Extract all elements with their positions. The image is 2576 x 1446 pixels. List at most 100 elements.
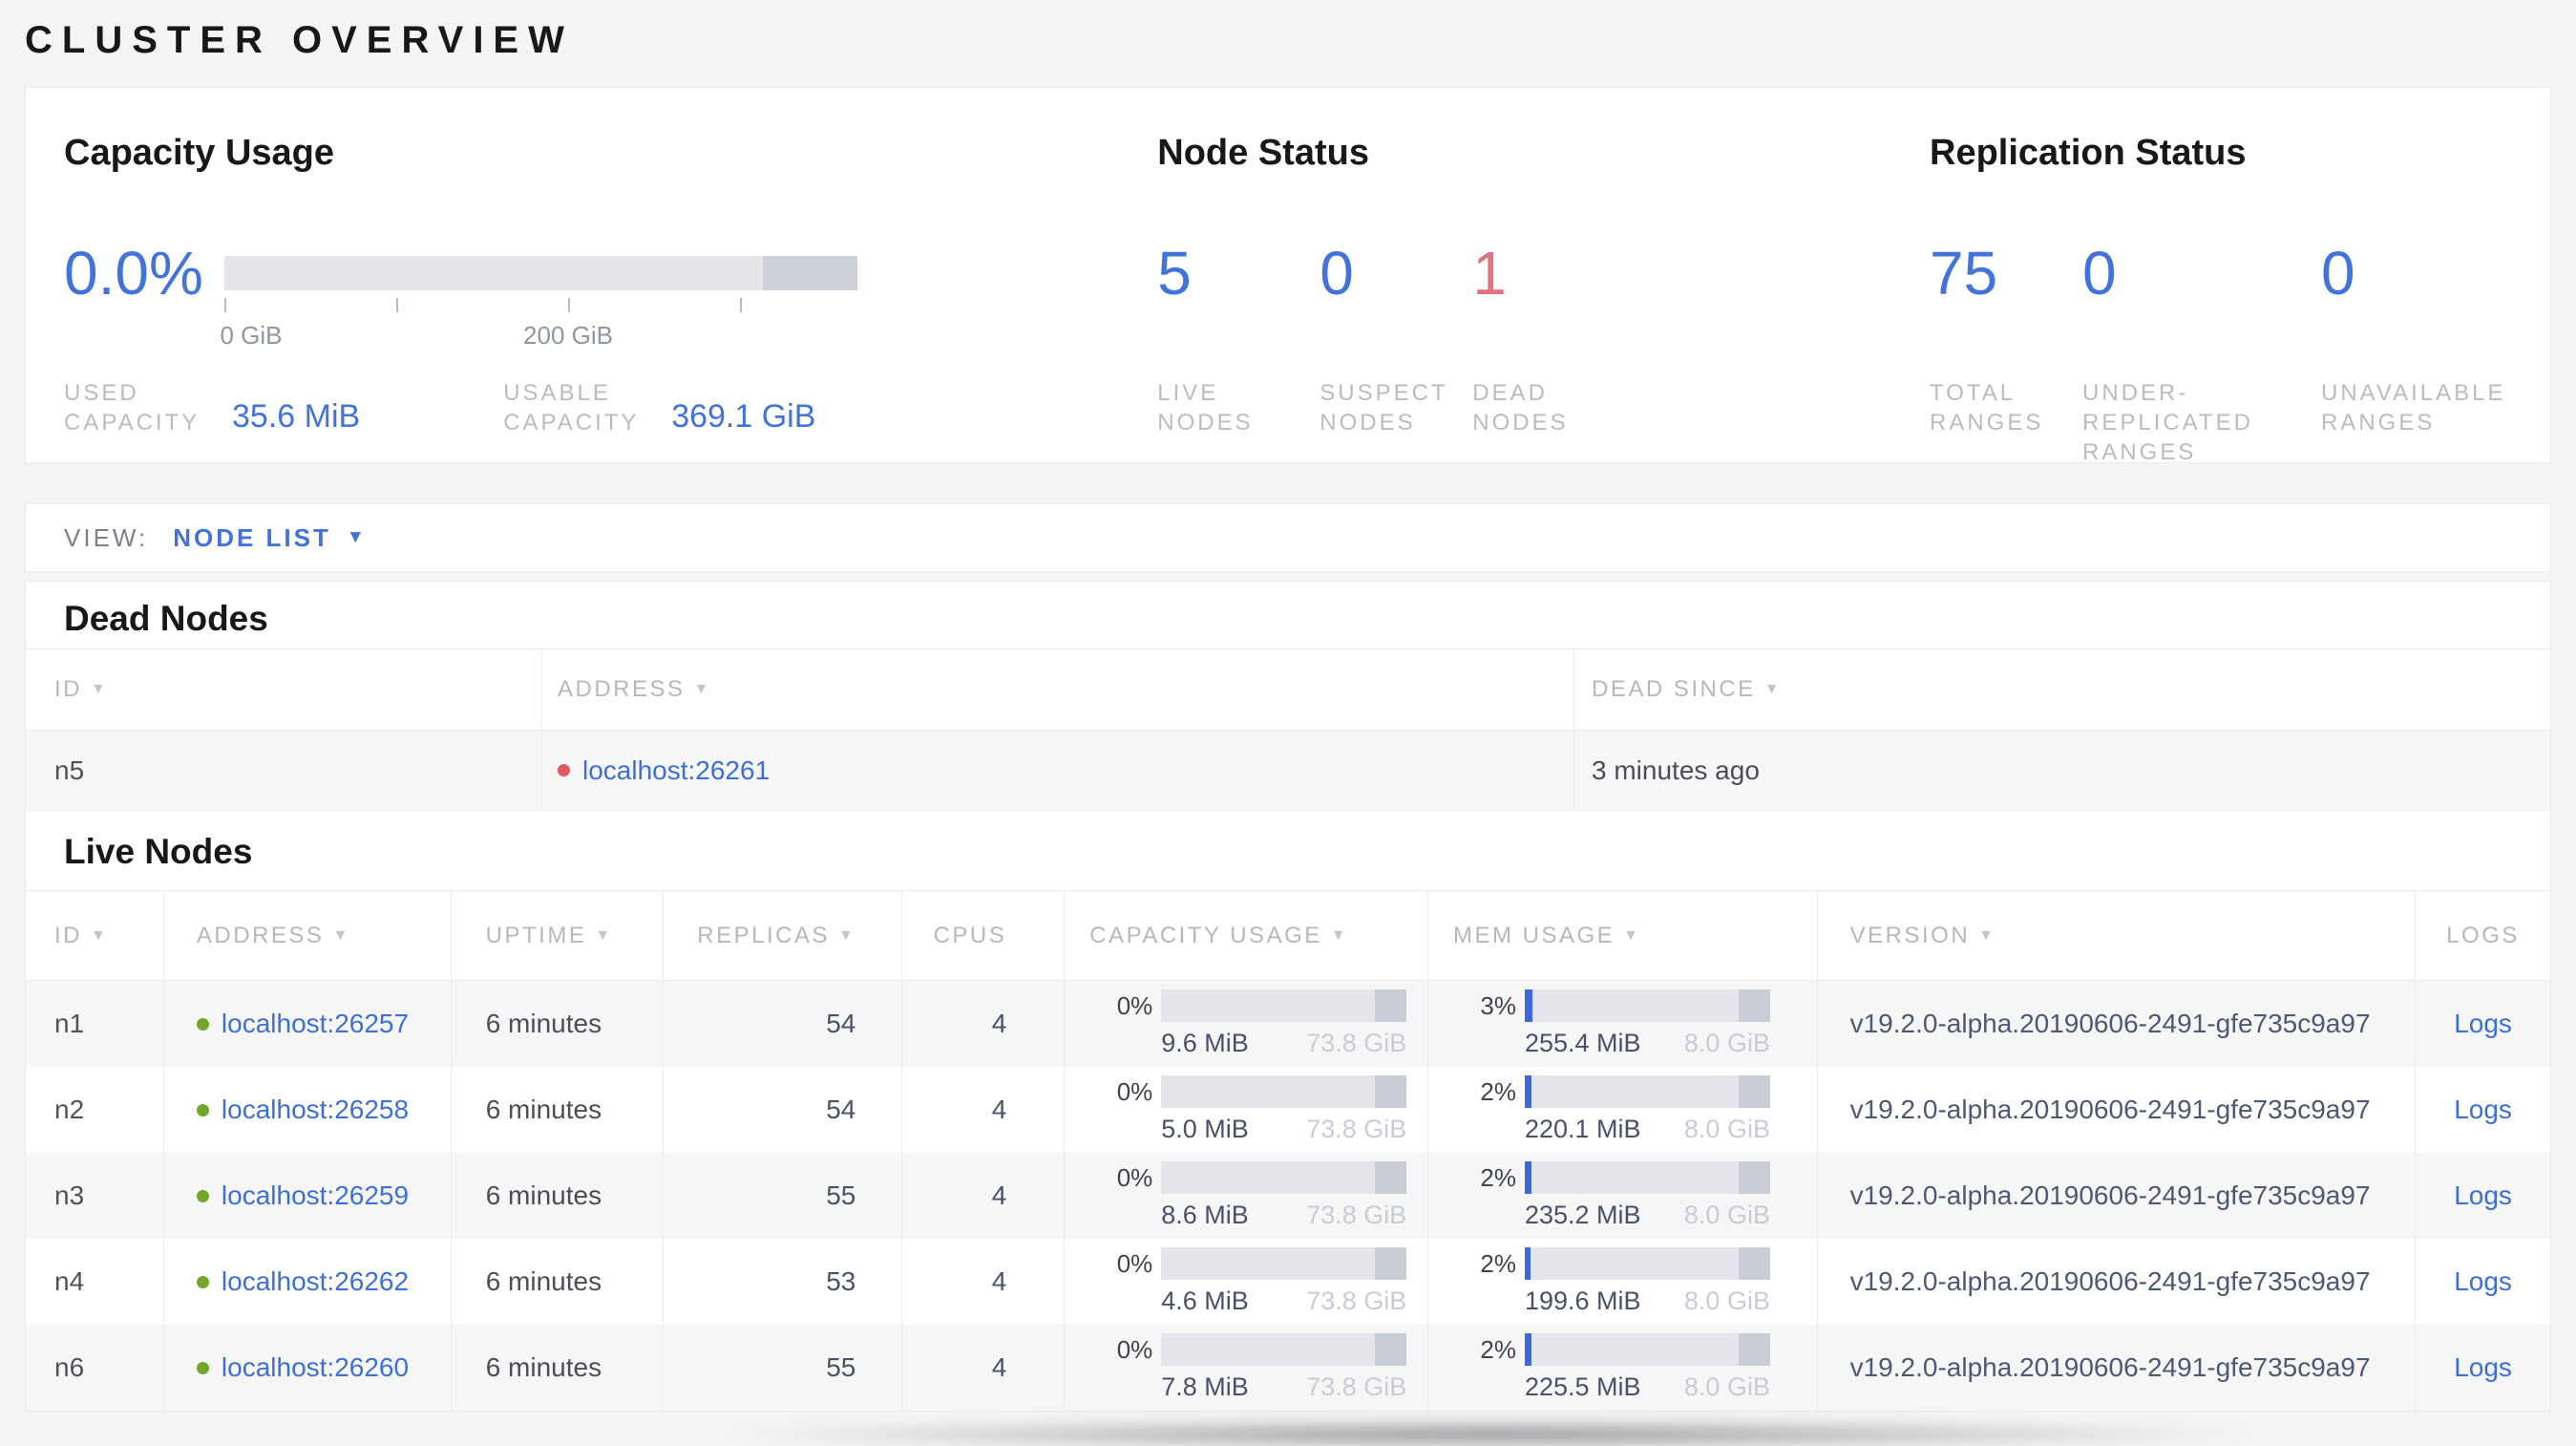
live-node-row: n2 localhost:26258 6 minutes 54 4 0% [26, 1067, 2550, 1153]
node-replicas: 55 [662, 1153, 902, 1239]
nodes-card: Dead Nodes ID ▼ ADDRESS ▼ DEAD SINCE ▼ n… [25, 581, 2551, 1412]
node-address-link[interactable]: localhost:26260 [221, 1352, 410, 1382]
capacity-percent: 0% [1116, 1162, 1153, 1192]
capacity-percent: 0.0% [64, 239, 203, 308]
node-mem-usage-cell: 2% 220.1 MiB 8.0 GiB [1426, 1067, 1817, 1153]
column-header-address[interactable]: ADDRESS ▼ [162, 891, 451, 980]
column-header-label: VERSION [1849, 922, 1971, 948]
dead-node-row: n5 localhost:26261 3 minutes ago [26, 731, 2550, 811]
usable-capacity-label: USABLE CAPACITY [503, 380, 640, 436]
column-header-capacity-usage[interactable]: CAPACITY USAGE ▼ [1064, 891, 1427, 980]
node-mem-usage-cell: 2% 199.6 MiB 8.0 GiB [1426, 1239, 1817, 1325]
mem-percent: 3% [1480, 990, 1516, 1020]
node-logs-cell: Logs [2415, 1239, 2550, 1325]
capacity-bar-track [1161, 1161, 1407, 1194]
capacity-bar: 0 GiB 200 GiB [220, 256, 857, 350]
suspect-nodes-stat: 0 SUSPECT NODES [1320, 229, 1472, 437]
sort-desc-icon: ▼ [595, 926, 613, 944]
mem-used-value: 235.2 MiB [1524, 1201, 1641, 1229]
unavailable-ranges-count: 0 [2321, 239, 2355, 308]
column-header-label: CPUS [933, 922, 1007, 948]
node-mem-usage-cell: 2% 235.2 MiB 8.0 GiB [1426, 1153, 1817, 1239]
capacity-bar-reserved-segment [1374, 989, 1407, 1022]
column-header-uptime[interactable]: UPTIME ▼ [450, 891, 663, 980]
capacity-total-value: 73.8 GiB [1306, 1115, 1407, 1143]
view-dropdown[interactable]: NODE LIST ▼ [173, 523, 367, 553]
capacity-bar-track [1161, 1075, 1407, 1108]
mem-bar-track [1524, 989, 1770, 1022]
column-header-address[interactable]: ADDRESS ▼ [541, 649, 1573, 730]
capacity-total-value: 73.8 GiB [1306, 1201, 1407, 1229]
node-version: v19.2.0-alpha.20190606-2491-gfe735c9a97 [1816, 1153, 2416, 1239]
mem-bar-fill [1524, 989, 1532, 1022]
column-header-label: ADDRESS [196, 922, 325, 948]
total-ranges-count: 75 [1930, 239, 1998, 308]
mem-total-value: 8.0 GiB [1683, 1287, 1770, 1315]
node-address-link[interactable]: localhost:26262 [221, 1266, 410, 1296]
logs-link[interactable]: Logs [2454, 1180, 2512, 1210]
node-logs-cell: Logs [2415, 1153, 2550, 1239]
dead-nodes-table-header: ID ▼ ADDRESS ▼ DEAD SINCE ▼ [26, 649, 2550, 731]
capacity-bar-track [1161, 989, 1407, 1022]
suspect-nodes-count: 0 [1320, 239, 1354, 308]
node-id: n5 [54, 755, 85, 785]
logs-link[interactable]: Logs [2454, 1352, 2512, 1382]
capacity-used-value: 9.6 MiB [1161, 1029, 1249, 1057]
sort-desc-icon: ▼ [838, 926, 856, 944]
node-capacity-usage-cell: 0% 5.0 MiB 73.8 GiB [1064, 1067, 1427, 1153]
capacity-bar-track [1161, 1247, 1407, 1280]
column-header-dead-since[interactable]: DEAD SINCE ▼ [1573, 649, 2550, 730]
live-status-dot-icon [196, 1103, 209, 1116]
chevron-down-icon: ▼ [346, 527, 368, 547]
column-header-mem-usage[interactable]: MEM USAGE ▼ [1426, 891, 1817, 980]
node-mem-usage-cell: 3% 255.4 MiB 8.0 GiB [1426, 981, 1817, 1067]
live-status-dot-icon [196, 1361, 209, 1374]
logs-link[interactable]: Logs [2454, 1266, 2512, 1296]
mem-bar-track [1524, 1075, 1770, 1108]
logs-link[interactable]: Logs [2454, 1009, 2512, 1038]
mem-bar-track [1524, 1161, 1770, 1194]
node-mem-usage-cell: 2% 225.5 MiB 8.0 GiB [1426, 1325, 1817, 1411]
node-uptime: 6 minutes [450, 1067, 663, 1153]
sort-desc-icon: ▼ [332, 926, 350, 944]
node-address-link[interactable]: localhost:26257 [221, 1009, 410, 1038]
column-header-label: ID [54, 922, 82, 948]
summary-card: Capacity Usage 0.0% 0 GiB 200 GiB [25, 87, 2551, 465]
capacity-bar-reserved-segment [1374, 1161, 1407, 1194]
view-selected-value: NODE LIST [173, 522, 331, 552]
live-nodes-label: LIVE NODES [1157, 380, 1254, 436]
capacity-total-value: 73.8 GiB [1306, 1372, 1407, 1401]
node-address-link[interactable]: localhost:26261 [582, 755, 771, 785]
node-capacity-usage-cell: 0% 9.6 MiB 73.8 GiB [1064, 981, 1427, 1067]
node-address-link[interactable]: localhost:26258 [221, 1095, 410, 1124]
column-header-label: MEM USAGE [1452, 922, 1615, 948]
under-replicated-ranges-label: UNDER-REPLICATED RANGES [2082, 380, 2253, 465]
node-replicas: 53 [662, 1239, 902, 1325]
sort-desc-icon: ▼ [91, 681, 109, 697]
column-header-replicas[interactable]: REPLICAS ▼ [662, 891, 902, 980]
unavailable-ranges-stat: 0 UNAVAILABLE RANGES [2321, 229, 2550, 467]
live-node-row: n4 localhost:26262 6 minutes 53 4 0% [26, 1239, 2550, 1325]
node-status-section: Node Status 5 LIVE NODES 0 SUSPECT NODES… [1157, 130, 1930, 462]
column-header-id[interactable]: ID ▼ [26, 891, 163, 980]
logs-link[interactable]: Logs [2454, 1095, 2512, 1124]
capacity-percent: 0% [1116, 1076, 1153, 1106]
dead-nodes-count: 1 [1472, 239, 1507, 308]
node-address-cell: localhost:26259 [162, 1153, 451, 1239]
column-header-version[interactable]: VERSION ▼ [1816, 891, 2416, 980]
mem-used-value: 220.1 MiB [1524, 1115, 1641, 1143]
used-capacity-stat: USED CAPACITY 35.6 MiB [64, 378, 360, 437]
node-status-title: Node Status [1157, 133, 1369, 173]
live-node-row: n6 localhost:26260 6 minutes 55 4 0% [26, 1325, 2550, 1411]
capacity-used-value: 8.6 MiB [1161, 1201, 1249, 1229]
column-header-id[interactable]: ID ▼ [26, 649, 541, 730]
node-replicas: 55 [662, 1325, 902, 1411]
column-header-cpus[interactable]: CPUS [901, 891, 1064, 980]
node-uptime: 6 minutes [450, 981, 663, 1067]
node-cpus: 4 [901, 1153, 1064, 1239]
capacity-percent: 0% [1116, 990, 1153, 1020]
live-status-dot-icon [196, 1017, 209, 1031]
node-address-link[interactable]: localhost:26259 [221, 1180, 410, 1210]
dead-since-value: 3 minutes ago [1573, 731, 2550, 810]
mem-used-value: 225.5 MiB [1524, 1372, 1641, 1401]
